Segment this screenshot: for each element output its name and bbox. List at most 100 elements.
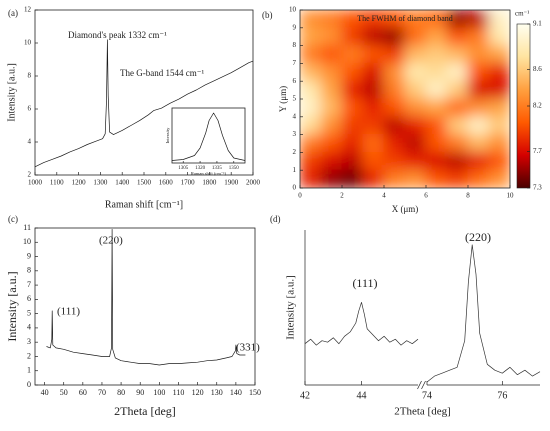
- map-cell: [383, 116, 406, 136]
- y-tick-label: 4: [293, 112, 297, 120]
- map-cell: [488, 80, 510, 100]
- map-cell: [467, 10, 490, 29]
- map-cell: [320, 80, 343, 100]
- map-cell: [488, 27, 510, 47]
- y-tick-label: 5: [293, 95, 297, 103]
- colorbar-label: cm⁻¹: [515, 10, 529, 18]
- map-clip: [300, 10, 510, 188]
- map-cell: [404, 134, 427, 153]
- x-tick-label: 70: [98, 388, 106, 397]
- x-axis-label: Raman shift [cm⁻¹]: [105, 199, 183, 210]
- panel-label: (b): [262, 10, 273, 20]
- y-tick-label: 8: [293, 41, 297, 49]
- x-tick-label: 90: [136, 388, 144, 397]
- map-cell: [425, 80, 448, 100]
- panel-label: (a): [8, 8, 18, 18]
- x-tick-label: 42: [300, 390, 310, 401]
- map-cell: [425, 151, 448, 171]
- map-cell: [362, 10, 385, 29]
- map-cell: [341, 134, 364, 153]
- inset-line: [171, 112, 246, 161]
- map-cell: [467, 27, 490, 47]
- x-tick-label: 8: [466, 192, 470, 200]
- y-axis-label: Intensity [a.u.]: [6, 63, 17, 122]
- annotation: (111): [57, 306, 80, 318]
- y-tick-label: 10: [24, 39, 32, 47]
- map-cell: [425, 116, 448, 136]
- x-tick-label: 120: [192, 388, 204, 397]
- y-tick-label: 1: [27, 366, 31, 375]
- x-tick-label: 1500: [137, 179, 152, 187]
- map-cell: [320, 27, 343, 47]
- y-tick-label: 7: [293, 59, 297, 67]
- annotation: Diamond's peak 1332 cm⁻¹: [68, 30, 167, 40]
- map-cell: [467, 45, 490, 64]
- colorbar-tick-label: 8.2: [533, 102, 542, 110]
- map-cell: [300, 134, 322, 153]
- data-line: [34, 39, 254, 168]
- map-cell: [383, 10, 406, 29]
- map-cell: [341, 27, 364, 47]
- map-cell: [404, 62, 427, 82]
- annotation: (220): [465, 230, 491, 244]
- map-cell: [362, 151, 385, 171]
- map-cell: [488, 98, 510, 118]
- map-cell: [320, 98, 343, 118]
- map-cell: [425, 45, 448, 64]
- map-cell: [446, 169, 469, 188]
- x-tick-label: 2: [340, 192, 344, 200]
- map-cell: [446, 151, 469, 171]
- map-cell: [383, 80, 406, 100]
- panel-label: (c): [8, 214, 18, 224]
- map-cell: [362, 116, 385, 136]
- map-cell: [404, 151, 427, 171]
- inset-y-label: Intensity: [165, 127, 170, 143]
- map-cell: [467, 80, 490, 100]
- colorbar-tick-label: 7.7: [533, 147, 542, 155]
- map-cell: [383, 27, 406, 47]
- map-cell: [488, 45, 510, 64]
- map-cell: [341, 116, 364, 136]
- map-cell: [383, 45, 406, 64]
- map-cell: [300, 151, 322, 171]
- x-tick-label: 50: [60, 388, 68, 397]
- map-cell: [300, 169, 322, 188]
- x-axis-label: 2Theta [deg]: [114, 404, 176, 418]
- map-cell: [300, 45, 322, 64]
- axis-break: [417, 380, 422, 390]
- map-cell: [425, 169, 448, 188]
- map-cell: [341, 80, 364, 100]
- data-line: [426, 244, 541, 383]
- map-cell: [341, 62, 364, 82]
- map-cell: [488, 169, 510, 188]
- map-cell: [467, 62, 490, 82]
- map-cell: [300, 10, 322, 29]
- map-cell: [341, 45, 364, 64]
- colorbar-tick-label: 9.1: [533, 20, 542, 28]
- map-cell: [404, 80, 427, 100]
- x-tick-label: 1400: [115, 179, 130, 187]
- y-axis-label: Y (μm): [278, 86, 288, 112]
- y-tick-label: 4: [27, 323, 31, 332]
- map-cell: [320, 116, 343, 136]
- y-tick-label: 8: [27, 266, 31, 275]
- map-cell: [467, 151, 490, 171]
- map-cell: [446, 62, 469, 82]
- map-cell: [488, 134, 510, 153]
- map-cell: [404, 98, 427, 118]
- map-cell: [404, 116, 427, 136]
- map-cell: [425, 62, 448, 82]
- x-tick-label: 100: [153, 388, 165, 397]
- map-cell: [425, 134, 448, 153]
- inset-x-label: Raman shift (cm⁻¹): [191, 171, 227, 176]
- map-cell: [404, 169, 427, 188]
- annotation: (111): [352, 276, 377, 290]
- x-tick-label: 1600: [159, 179, 174, 187]
- map-cell: [341, 169, 364, 188]
- map-cell: [488, 62, 510, 82]
- map-cell: [362, 80, 385, 100]
- map-title: The FWHM of diamond band: [357, 14, 453, 23]
- x-tick-label: 76: [497, 390, 507, 401]
- map-cell: [300, 27, 322, 47]
